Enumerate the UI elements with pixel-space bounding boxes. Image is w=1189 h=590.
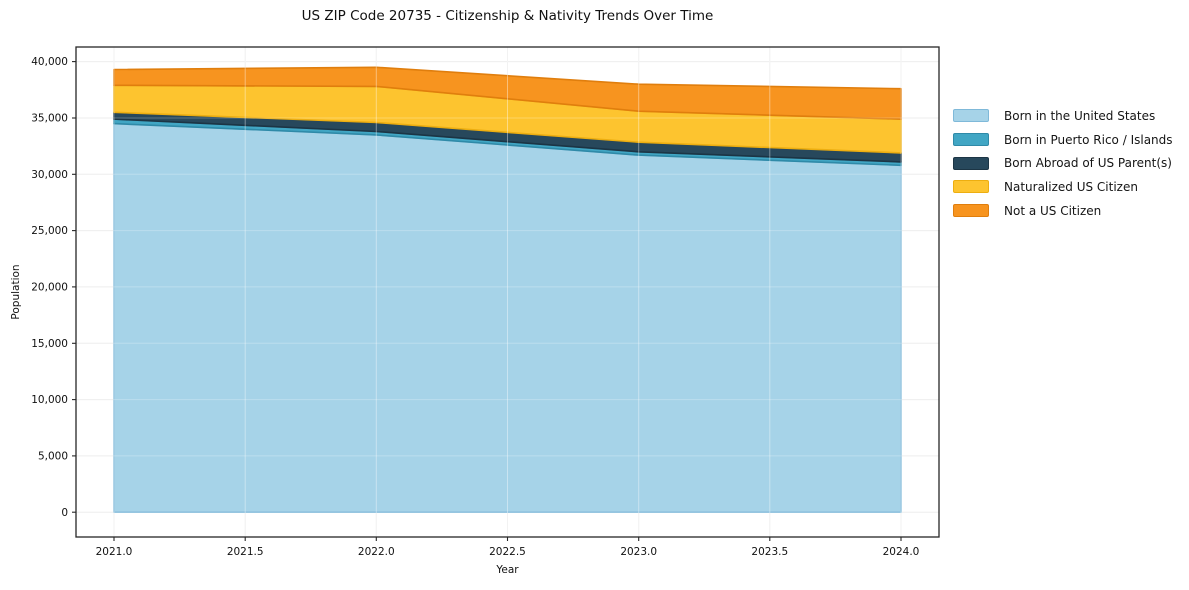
y-tick-label: 35,000 — [31, 113, 68, 125]
y-tick-label: 20,000 — [31, 282, 68, 294]
x-tick-label: 2023.5 — [751, 546, 788, 558]
legend-label: Born Abroad of US Parent(s) — [1004, 156, 1172, 171]
legend-item: Born in Puerto Rico / Islands — [953, 128, 1173, 152]
legend-item: Not a US Citizen — [953, 199, 1173, 223]
y-tick-label: 5,000 — [38, 451, 68, 463]
legend: Born in the United States Born in Puerto … — [953, 104, 1173, 222]
y-tick-label: 0 — [61, 507, 68, 519]
y-tick-label: 40,000 — [31, 56, 68, 68]
x-tick-label: 2022.5 — [489, 546, 526, 558]
y-axis-ticks: 0 5,000 10,000 15,000 20,000 25,000 30,000 35,0… — [31, 56, 76, 519]
y-tick-label: 10,000 — [31, 394, 68, 406]
legend-swatch-icon — [953, 109, 989, 123]
x-tick-label: 2023.0 — [620, 546, 657, 558]
x-tick-label: 2021.0 — [96, 546, 133, 558]
legend-label: Naturalized US Citizen — [1004, 179, 1138, 194]
legend-item: Naturalized US Citizen — [953, 175, 1173, 199]
gridline-overlay — [76, 47, 939, 537]
area-series-4 — [113, 66, 902, 120]
legend-swatch-icon — [953, 180, 989, 194]
chart-title: US ZIP Code 20735 - Citizenship & Nativi… — [301, 8, 714, 24]
legend-swatch-icon — [953, 156, 989, 170]
x-axis-ticks: 2021.0 2021.5 2022.0 2022.5 2023.0 2023.5 2024… — [96, 537, 920, 558]
y-tick-label: 30,000 — [31, 169, 68, 181]
legend-label: Not a US Citizen — [1004, 203, 1102, 218]
legend-label: Born in the United States — [1004, 108, 1156, 123]
x-tick-label: 2024.0 — [883, 546, 920, 558]
x-tick-label: 2022.0 — [358, 546, 395, 558]
x-axis-label: Year — [496, 564, 519, 576]
legend-swatch-icon — [953, 204, 989, 218]
x-tick-label: 2021.5 — [227, 546, 264, 558]
y-tick-label: 25,000 — [31, 225, 68, 237]
y-tick-label: 15,000 — [31, 338, 68, 350]
legend-swatch-icon — [953, 133, 989, 147]
legend-item: Born in the United States — [953, 104, 1173, 128]
legend-label: Born in Puerto Rico / Islands — [1004, 132, 1173, 147]
legend-item: Born Abroad of US Parent(s) — [953, 151, 1173, 175]
area-series-group — [113, 66, 902, 514]
